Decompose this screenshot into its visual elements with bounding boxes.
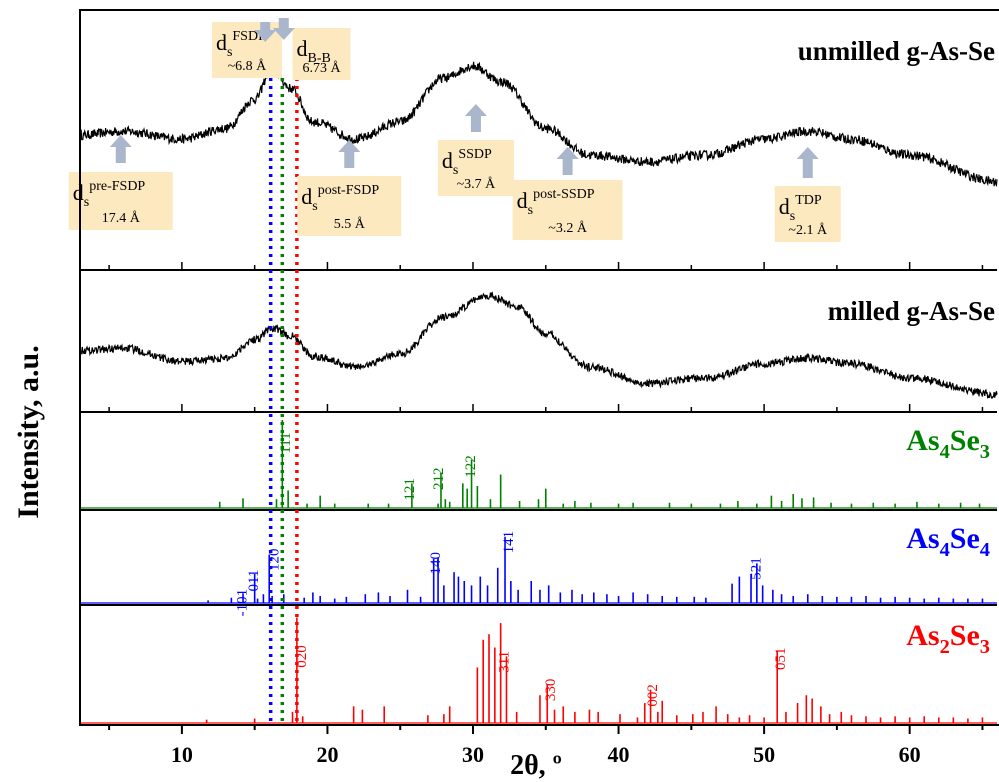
arrow-down-icon (254, 22, 277, 42)
annotation-box (297, 176, 402, 236)
curve-milled (79, 291, 998, 399)
panel-unmilled: unmilled g-As-Se (79, 36, 998, 270)
x-tick-label: 30 (462, 742, 484, 767)
arrow-down-icon (272, 18, 295, 40)
panel-label-unmilled: unmilled g-As-Se (798, 36, 995, 66)
annotation-fsdp: dsFSDP~6.8 Å (211, 22, 282, 78)
hkl-label: 120 (267, 548, 283, 571)
hkl-label: 140 (428, 552, 444, 575)
annotation-postssdp: dspost-SSDP ~3.2 Å (512, 147, 623, 240)
panel-milled: milled g-As-Se (79, 269, 998, 412)
annotation-ssdp: dsSSDP~3.7 Å (437, 104, 514, 196)
hkl-label: 111 (278, 432, 294, 453)
y-axis-label: Intensity, a.u. (12, 345, 45, 518)
x-axis-label: 2θ, º (510, 750, 562, 781)
hkl-label: 330 (543, 679, 559, 702)
annotation-bb: dB-B6.73 Å (272, 18, 351, 80)
hkl-label: 311 (497, 651, 513, 673)
annotation-value: 5.5 Å (334, 216, 366, 232)
annotation-box (292, 28, 351, 80)
annotation-box (437, 140, 514, 196)
annotation-value: ~3.7 Å (457, 176, 497, 192)
hkl-label: 011 (246, 570, 262, 592)
x-tick-label: 60 (899, 742, 921, 767)
annotation-box (774, 186, 841, 242)
phase-label-As4Se3: As4Se3 (906, 424, 990, 463)
x-tick-label: 20 (316, 742, 338, 767)
hkl-label: 121 (402, 478, 418, 501)
annotation-box (512, 180, 623, 240)
phase-label-As2Se3: As2Se3 (906, 619, 990, 658)
hkl-label: 141 (501, 531, 517, 554)
curve-unmilled (79, 61, 998, 188)
arrow-up-icon (464, 104, 487, 132)
x-tick-label: 10 (171, 742, 193, 767)
phase-label-As4Se4: As4Se4 (906, 522, 990, 561)
arrow-up-icon (109, 135, 132, 163)
annotation-value: ~6.8 Å (228, 58, 268, 74)
annotation-value: 17.4 Å (102, 210, 141, 226)
annotation-symbol: dspre-FSDP (73, 179, 146, 210)
arrow-up-icon (556, 147, 579, 175)
panel-As4Se3: 111 121 212 122 As4Se3 (80, 411, 997, 509)
x-tick-label: 40 (608, 742, 630, 767)
hkl-label: -101 (235, 589, 251, 617)
hkl-label: -521 (748, 557, 764, 585)
hkl-label: 051 (773, 648, 789, 671)
annotation-value: 6.73 Å (302, 60, 341, 76)
annotation-box (68, 172, 173, 230)
annotation-symbol: dspost-SSDP (517, 187, 595, 218)
arrow-up-icon (338, 140, 361, 168)
annotation-value: ~3.2 Å (548, 220, 588, 236)
x-tick-label: 50 (753, 742, 775, 767)
arrow-up-icon (796, 147, 819, 178)
annotation-symbol: dspost-FSDP (301, 183, 379, 214)
annotation-symbol: dsSSDP (442, 147, 492, 178)
annotation-value: ~2.1 Å (788, 222, 828, 238)
plot-frame (79, 9, 999, 726)
annotation-symbol: dsTDP (779, 193, 822, 224)
panel-label-milled: milled g-As-Se (828, 296, 995, 326)
annotation-tdp: dsTDP~2.1 Å (774, 147, 841, 242)
hkl-label: 212 (431, 468, 447, 491)
hkl-label: 122 (463, 455, 479, 478)
annotation-postfsdp: dspost-FSDP 5.5 Å (297, 140, 402, 236)
annotation-symbol: dB-B (297, 36, 331, 66)
hkl-label: 002 (645, 684, 661, 707)
